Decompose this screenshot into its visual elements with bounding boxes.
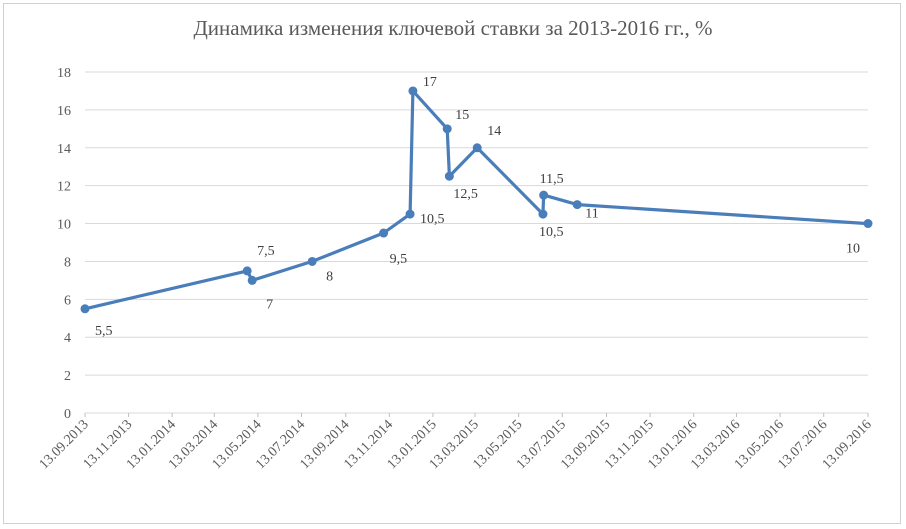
- data-label: 5,5: [95, 324, 113, 339]
- data-point: [247, 275, 257, 285]
- data-point: [80, 304, 90, 314]
- data-labels: 5,5 7,5 7 8 9,5 10,5 17 15 12,5 14 10,5 11,5 11 10: [95, 75, 860, 339]
- data-point: [405, 209, 415, 219]
- data-point: [408, 86, 418, 96]
- data-point: [539, 190, 549, 200]
- data-label: 17: [423, 75, 437, 90]
- data-label: 9,5: [390, 252, 408, 267]
- y-tick-label: 2: [64, 369, 71, 384]
- data-point: [863, 219, 873, 229]
- data-label: 8: [326, 269, 333, 284]
- data-label: 14: [487, 124, 501, 139]
- data-label: 15: [455, 108, 469, 123]
- data-label: 10,5: [420, 212, 445, 227]
- y-tick-label: 18: [57, 66, 71, 81]
- data-point: [472, 143, 482, 153]
- axes: 02468101214161813.09.201313.11.201313.01…: [37, 66, 875, 472]
- gridlines: [85, 71, 868, 414]
- y-tick-label: 10: [57, 218, 71, 233]
- y-tick-label: 4: [64, 331, 71, 346]
- y-tick-label: 0: [64, 407, 71, 422]
- data-label: 11,5: [540, 172, 564, 187]
- y-tick-label: 16: [57, 104, 71, 119]
- data-label: 11: [585, 207, 598, 222]
- y-tick-label: 14: [57, 142, 71, 157]
- data-point: [379, 228, 389, 238]
- data-label: 12,5: [453, 187, 478, 202]
- data-label: 7,5: [257, 244, 275, 259]
- data-point: [572, 200, 582, 210]
- chart-frame: [3, 3, 901, 524]
- data-point: [538, 209, 548, 219]
- data-point: [307, 256, 317, 266]
- y-tick-label: 6: [64, 293, 71, 308]
- y-tick-label: 8: [64, 255, 71, 270]
- data-label: 10,5: [539, 225, 564, 240]
- data-points: [80, 86, 873, 314]
- data-point: [442, 124, 452, 134]
- chart-title: Динамика изменения ключевой ставки за 20…: [193, 16, 713, 40]
- data-label: 10: [846, 242, 860, 257]
- data-point: [242, 266, 252, 276]
- data-point: [444, 171, 454, 181]
- data-label: 7: [266, 297, 273, 312]
- y-tick-label: 12: [57, 180, 71, 195]
